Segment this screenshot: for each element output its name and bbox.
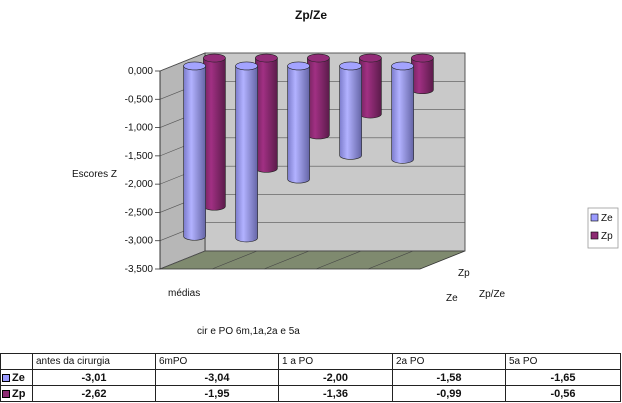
- floor-divider: [211, 250, 258, 270]
- table-cell: -1,65: [505, 369, 621, 386]
- chart-title: Zp/Ze: [295, 8, 327, 22]
- legend-label: Ze: [601, 213, 613, 224]
- y-axis-label: Escores Z: [72, 169, 117, 180]
- table-header-cell: antes da cirurgia: [32, 353, 156, 370]
- floor-divider: [315, 250, 362, 270]
- table-corner: [0, 353, 33, 370]
- table-header-cell: 1 a PO: [278, 353, 393, 370]
- legend-label: Zp: [601, 231, 613, 242]
- table-row-label: Ze: [0, 369, 33, 386]
- y-tick-label: -3,000: [125, 236, 154, 247]
- table-cell: -0,99: [392, 385, 506, 402]
- table-cell: -3,01: [32, 369, 156, 386]
- zp-swatch-icon: [2, 389, 10, 398]
- y-tick-label: -3,500: [125, 264, 154, 275]
- gridline: [159, 250, 465, 270]
- floor-divider: [367, 250, 414, 270]
- y-tick-label: -1,000: [125, 123, 154, 134]
- bar-zp: [411, 53, 434, 94]
- table-cell: -1,58: [392, 369, 506, 386]
- bar-ze: [235, 61, 258, 243]
- table-cell: -0,56: [505, 385, 621, 402]
- bar-zp: [307, 53, 330, 140]
- depth-axis-title: Zp/Ze: [479, 289, 506, 300]
- legend-swatch: [590, 231, 599, 240]
- table-cell: -2,00: [278, 369, 393, 386]
- table-header-cell: 6mPO: [155, 353, 279, 370]
- y-tick-label: -2,500: [125, 207, 154, 218]
- bar-zp: [359, 53, 382, 119]
- y-tick-label: -2,000: [125, 179, 154, 190]
- bar-ze: [183, 61, 206, 241]
- bar-ze: [339, 61, 362, 160]
- legend: Ze Zp: [587, 207, 619, 249]
- table-cell: -1,95: [155, 385, 279, 402]
- floor: [159, 250, 466, 270]
- bars: [183, 53, 434, 243]
- depth-label-ze: Ze: [446, 293, 458, 304]
- depth-label-zp: Zp: [458, 268, 470, 279]
- y-tick-label: -0,500: [125, 94, 154, 105]
- table-cell: -2,62: [32, 385, 156, 402]
- chart: Zp/Ze 0,000 -0,500 -1,000 -1,500 -2,000 -2,50…: [72, 8, 619, 337]
- bar-zp: [255, 53, 278, 173]
- y-axis-ticks: 0,000 -0,500 -1,000 -1,500 -2,000 -2,500 -3,00…: [125, 66, 160, 275]
- table-header-row: antes da cirurgia 6mPO 1 a PO 2a PO 5a P…: [0, 353, 621, 370]
- bar-zp: [203, 53, 226, 211]
- legend-swatch: [590, 213, 599, 222]
- y-tick-label: 0,000: [128, 66, 153, 77]
- table-row: Ze -3,01 -3,04 -2,00 -1,58 -1,65: [0, 369, 621, 386]
- table-cell: -1,36: [278, 385, 393, 402]
- table-row-label: Zp: [0, 385, 33, 402]
- bar-ze: [287, 61, 310, 184]
- ze-swatch-icon: [2, 373, 10, 382]
- x-category-label: médias: [168, 288, 200, 299]
- y-tick-label: -1,500: [125, 151, 154, 162]
- floor-divider: [263, 250, 310, 270]
- x-axis-label: cir e PO 6m,1a,2a e 5a: [197, 326, 300, 337]
- table-header-cell: 5a PO: [505, 353, 621, 370]
- gridline: [159, 52, 465, 72]
- table-header-cell: 2a PO: [392, 353, 506, 370]
- table-row: Zp -2,62 -1,95 -1,36 -0,99 -0,56: [0, 385, 621, 402]
- bar-ze: [391, 61, 414, 164]
- table-cell: -3,04: [155, 369, 279, 386]
- data-table: antes da cirurgia 6mPO 1 a PO 2a PO 5a P…: [0, 353, 621, 402]
